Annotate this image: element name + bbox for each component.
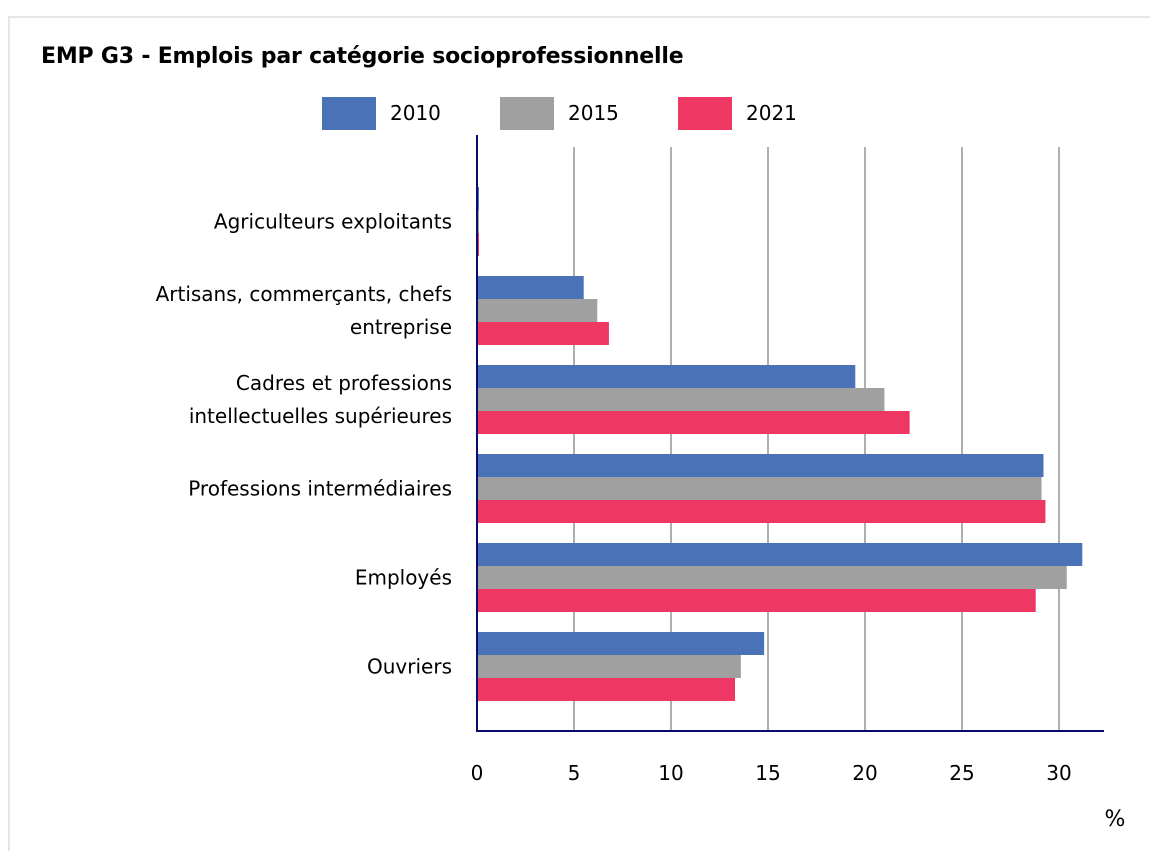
bar-2010-4 [477, 543, 1083, 566]
x-tick-label-20: 20 [852, 761, 877, 785]
bar-2021-1 [477, 322, 609, 345]
x-tick-label-15: 15 [755, 761, 780, 785]
category-label-2-1: intellectuelles supérieures [189, 404, 452, 428]
x-tick-label-30: 30 [1046, 761, 1071, 785]
bar-2015-1 [477, 299, 598, 322]
legend-swatch-2021 [678, 96, 732, 130]
x-tick-label-0: 0 [471, 761, 484, 785]
category-label-4-0: Employés [355, 566, 452, 590]
x-tick-label-25: 25 [949, 761, 974, 785]
category-label-3-0: Professions intermédiaires [188, 477, 452, 501]
x-tick-label-10: 10 [658, 761, 683, 785]
bar-2015-4 [477, 566, 1067, 589]
bar-2015-3 [477, 477, 1042, 500]
category-label-5-0: Ouvriers [367, 655, 452, 679]
bar-2021-4 [477, 589, 1036, 612]
bar-2015-5 [477, 655, 741, 678]
bar-2010-5 [477, 632, 765, 655]
bar-2021-5 [477, 678, 736, 701]
bar-2010-2 [477, 365, 856, 388]
chart-title: EMP G3 - Emplois par catégorie socioprof… [41, 44, 684, 69]
category-label-1-0: Artisans, commerçants, chefs [156, 282, 452, 306]
legend-swatch-2010 [322, 96, 376, 130]
bar-2021-2 [477, 411, 910, 434]
bar-2010-1 [477, 276, 584, 299]
category-label-2-0: Cadres et professions [236, 371, 452, 395]
legend-label-2021: 2021 [746, 101, 797, 125]
legend-label-2010: 2010 [390, 101, 441, 125]
bar-2015-2 [477, 388, 885, 411]
bar-2010-3 [477, 454, 1044, 477]
x-tick-label-5: 5 [568, 761, 581, 785]
legend-swatch-2015 [500, 96, 554, 130]
legend-label-2015: 2015 [568, 101, 619, 125]
legend-item-2021: 2021 [678, 96, 797, 130]
x-axis-unit-label: % [1105, 807, 1126, 832]
bar-2021-3 [477, 500, 1046, 523]
chart-frame [8, 16, 1150, 851]
legend-item-2010: 2010 [322, 96, 441, 130]
category-label-0-0: Agriculteurs exploitants [214, 210, 452, 234]
category-label-1-1: entreprise [350, 315, 452, 339]
legend-item-2015: 2015 [500, 96, 619, 130]
